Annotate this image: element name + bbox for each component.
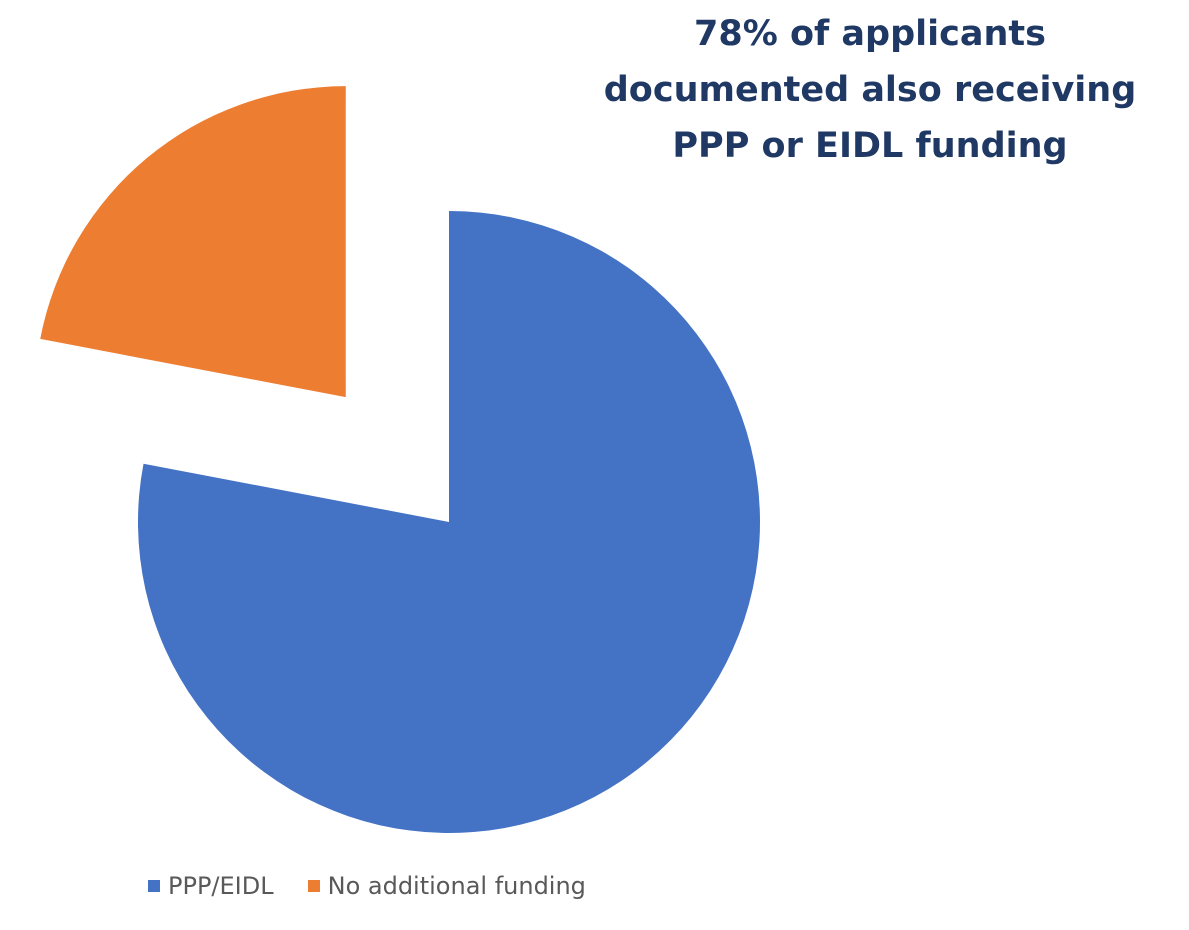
pie-slice-no-additional-funding	[40, 86, 346, 398]
pie-slice-ppp-eidl	[138, 211, 761, 834]
chart-title: 78% of applicants documented also receiv…	[560, 6, 1180, 174]
legend-swatch-no-additional-funding	[307, 880, 320, 892]
legend-swatch-ppp-eidl	[148, 880, 160, 892]
chart-title-line-3: PPP or EIDL funding	[672, 126, 1068, 166]
legend-label-no-additional-funding: No additional funding	[327, 872, 586, 900]
legend-label-ppp-eidl: PPP/EIDL	[168, 872, 274, 900]
legend-item-ppp-eidl: PPP/EIDL	[148, 872, 274, 900]
chart-title-line-1: 78% of applicants	[694, 14, 1046, 54]
pie-chart	[40, 86, 761, 834]
chart-title-line-2: documented also receiving	[603, 70, 1137, 110]
chart-legend: PPP/EIDL No additional funding	[148, 868, 620, 904]
legend-item-no-additional-funding: No additional funding	[307, 872, 586, 900]
